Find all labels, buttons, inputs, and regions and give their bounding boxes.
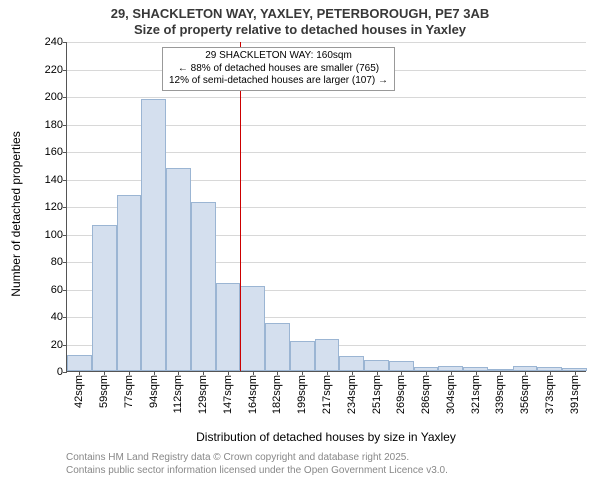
histogram-bar (67, 355, 92, 372)
histogram-bar (92, 225, 117, 371)
info-box-line2: ← 88% of detached houses are smaller (76… (169, 63, 388, 76)
ytick-mark (63, 180, 67, 181)
xtick-label: 94sqm (148, 375, 160, 408)
ytick-label: 200 (45, 91, 63, 103)
ytick-label: 100 (45, 229, 63, 241)
ytick-mark (63, 317, 67, 318)
xtick-label: 42sqm (73, 375, 85, 408)
ytick-mark (63, 70, 67, 71)
y-axis-label: Number of detached properties (9, 49, 23, 379)
gridline (67, 42, 586, 43)
chart-title-line1: 29, SHACKLETON WAY, YAXLEY, PETERBOROUGH… (0, 6, 600, 21)
ytick-label: 60 (51, 284, 63, 296)
xtick-label: 391sqm (569, 375, 581, 414)
info-box-line3: 12% of semi-detached houses are larger (… (169, 75, 388, 88)
histogram-bar (117, 195, 142, 371)
histogram-bar (389, 361, 414, 371)
x-axis-label: Distribution of detached houses by size … (66, 430, 586, 444)
xtick-label: 147sqm (222, 375, 234, 414)
ytick-mark (63, 262, 67, 263)
ytick-mark (63, 345, 67, 346)
histogram-bar (141, 99, 166, 371)
ytick-label: 180 (45, 119, 63, 131)
attribution-line1: Contains HM Land Registry data © Crown c… (66, 452, 448, 465)
histogram-bar (166, 168, 191, 372)
histogram-bar (290, 341, 315, 371)
ytick-label: 240 (45, 36, 63, 48)
xtick-label: 356sqm (519, 375, 531, 414)
ytick-mark (63, 152, 67, 153)
attribution: Contains HM Land Registry data © Crown c… (66, 452, 448, 477)
histogram-bar (364, 360, 389, 371)
ytick-label: 140 (45, 174, 63, 186)
xtick-label: 339sqm (494, 375, 506, 414)
xtick-label: 59sqm (98, 375, 110, 408)
ytick-label: 40 (51, 311, 63, 323)
ytick-label: 220 (45, 64, 63, 76)
ytick-mark (63, 125, 67, 126)
ytick-label: 160 (45, 146, 63, 158)
histogram-bar (191, 202, 216, 371)
ytick-label: 0 (57, 366, 63, 378)
histogram-bar (265, 323, 290, 371)
ytick-mark (63, 42, 67, 43)
xtick-label: 182sqm (271, 375, 283, 414)
xtick-label: 269sqm (395, 375, 407, 414)
ytick-label: 80 (51, 256, 63, 268)
xtick-label: 77sqm (123, 375, 135, 408)
ytick-label: 120 (45, 201, 63, 213)
xtick-label: 251sqm (371, 375, 383, 414)
ytick-mark (63, 290, 67, 291)
attribution-line2: Contains public sector information licen… (66, 465, 448, 478)
ytick-label: 20 (51, 339, 63, 351)
xtick-label: 164sqm (247, 375, 259, 414)
info-box-line1: 29 SHACKLETON WAY: 160sqm (169, 50, 388, 63)
histogram-bar (315, 339, 340, 371)
ytick-mark (63, 97, 67, 98)
histogram-bar (216, 283, 241, 371)
xtick-label: 321sqm (470, 375, 482, 414)
xtick-label: 129sqm (197, 375, 209, 414)
xtick-label: 199sqm (296, 375, 308, 414)
xtick-label: 286sqm (420, 375, 432, 414)
xtick-label: 373sqm (544, 375, 556, 414)
xtick-label: 304sqm (445, 375, 457, 414)
plot-area: 02040608010012014016018020022024042sqm59… (66, 42, 586, 372)
histogram-bar (240, 286, 265, 371)
xtick-label: 217sqm (321, 375, 333, 414)
xtick-label: 112sqm (172, 375, 184, 413)
ytick-mark (63, 372, 67, 373)
marker-line (240, 42, 241, 371)
xtick-label: 234sqm (346, 375, 358, 414)
histogram-bar (339, 356, 364, 371)
info-box: 29 SHACKLETON WAY: 160sqm ← 88% of detac… (162, 47, 395, 91)
chart-title-line2: Size of property relative to detached ho… (0, 22, 600, 37)
ytick-mark (63, 207, 67, 208)
ytick-mark (63, 235, 67, 236)
